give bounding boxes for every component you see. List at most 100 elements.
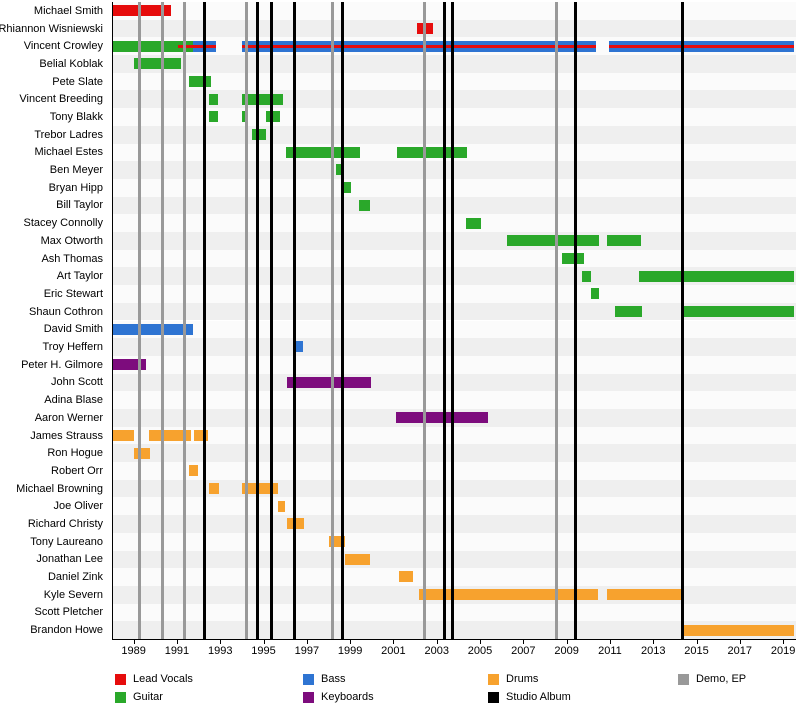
row-stripe: [113, 515, 796, 533]
row-stripe: [113, 161, 796, 179]
member-name: Robert Orr: [51, 464, 103, 477]
row-stripe: [113, 426, 796, 445]
row-stripe: [113, 603, 796, 622]
x-tick: [436, 639, 438, 644]
member-bar: [285, 146, 360, 158]
member-bar: [113, 429, 135, 441]
legend-label: Studio Album: [506, 691, 571, 703]
legend-label: Bass: [321, 673, 346, 685]
member-bar: [209, 482, 220, 494]
x-tick: [263, 639, 265, 644]
member-bar: [209, 111, 218, 123]
row-stripe: [113, 391, 796, 409]
member-bar: [189, 75, 211, 87]
member-bar: [113, 359, 146, 371]
legend-swatch: [488, 673, 499, 685]
studio-album-line: [269, 2, 273, 639]
row-stripe: [113, 285, 796, 303]
legend-item: Lead Vocals: [115, 672, 193, 686]
demo-ep-line: [161, 2, 165, 639]
row-stripe: [113, 90, 796, 109]
legend-label: Lead Vocals: [133, 673, 193, 685]
studio-album-line: [574, 2, 578, 639]
member-bar: [134, 58, 181, 70]
x-tick: [393, 639, 395, 644]
member-bar: [466, 217, 481, 229]
demo-ep-line: [137, 2, 141, 639]
member-name: Belial Koblak: [39, 57, 103, 70]
member-name: Vincent Crowley: [23, 40, 103, 53]
x-tick-label: 1989: [121, 645, 146, 657]
x-tick-label: 2011: [598, 645, 622, 657]
member-bar: [113, 5, 172, 17]
member-name: Troy Heffern: [42, 341, 103, 354]
member-name: Pete Slate: [52, 75, 103, 88]
member-name: Eric Stewart: [43, 287, 103, 300]
x-tick-label: 1993: [207, 645, 233, 657]
member-bar: [398, 571, 414, 583]
row-stripe: [113, 19, 796, 38]
studio-album-line: [341, 2, 345, 639]
legend-swatch: [303, 673, 314, 685]
x-tick-label: 1997: [294, 645, 320, 657]
row-stripe: [113, 108, 796, 126]
demo-ep-line: [554, 2, 558, 639]
member-name: Aaron Werner: [34, 411, 103, 424]
x-tick-label: 2015: [684, 645, 709, 657]
row-stripe: [113, 196, 796, 215]
x-tick-label: 2007: [511, 645, 536, 657]
legend-label: Guitar: [133, 691, 163, 703]
demo-ep-line: [183, 2, 187, 639]
x-tick-label: 2013: [640, 645, 666, 657]
x-tick: [350, 639, 352, 644]
studio-album-line: [256, 2, 260, 639]
row-stripe: [113, 178, 796, 197]
member-name: Art Taylor: [56, 270, 103, 283]
row-stripe: [113, 462, 796, 480]
x-tick-label: 1991: [164, 645, 190, 657]
member-bar: [148, 429, 191, 441]
legend-item: Bass: [303, 672, 345, 686]
member-bar: [113, 40, 178, 52]
member-name: Tony Blakk: [49, 111, 103, 123]
member-bar: [209, 93, 218, 105]
member-names-column: Michael Smith Rhiannon Wisniewski Vincent …: [0, 2, 107, 639]
member-name: Daniel Zink: [47, 571, 103, 584]
member-bar: [358, 199, 370, 211]
legend-item: Drums: [488, 672, 538, 686]
row-stripe: [113, 72, 796, 91]
row-stripe: [113, 2, 796, 20]
member-bar: [638, 270, 794, 282]
member-bar: [343, 182, 351, 194]
x-tick: [306, 639, 308, 644]
member-bar: [606, 235, 641, 247]
x-tick-label: 2003: [424, 645, 449, 657]
legend-label: Demo, EP: [696, 673, 747, 685]
x-tick-label: 2001: [381, 645, 406, 657]
member-name: Trebor Ladres: [34, 128, 103, 141]
member-name: Ben Meyer: [49, 164, 103, 177]
member-bar: [344, 553, 370, 565]
studio-album-line: [292, 2, 296, 639]
member-bar: [113, 323, 193, 335]
studio-album-line: [202, 2, 206, 639]
member-bar: [265, 111, 281, 123]
member-bar: [335, 164, 344, 176]
member-bar: [133, 447, 151, 459]
member-bar: [591, 288, 599, 300]
legend-swatch: [303, 691, 314, 703]
member-name: Vincent Breeding: [19, 93, 103, 106]
member-bar: [562, 252, 584, 264]
member-name: Rhiannon Wisniewski: [0, 22, 103, 35]
row-stripe: [113, 568, 796, 586]
demo-ep-line: [331, 2, 334, 639]
legend: Lead Vocals Guitar Bass Keyboards Drums Studi…: [0, 668, 800, 710]
member-name: Bill Taylor: [56, 199, 103, 212]
row-stripe: [113, 125, 796, 144]
studio-album-line: [442, 2, 446, 639]
member-bar: [396, 146, 468, 158]
member-bar: [681, 624, 794, 636]
legend-swatch: [115, 673, 126, 685]
member-name: Tony Laureano: [30, 535, 103, 548]
